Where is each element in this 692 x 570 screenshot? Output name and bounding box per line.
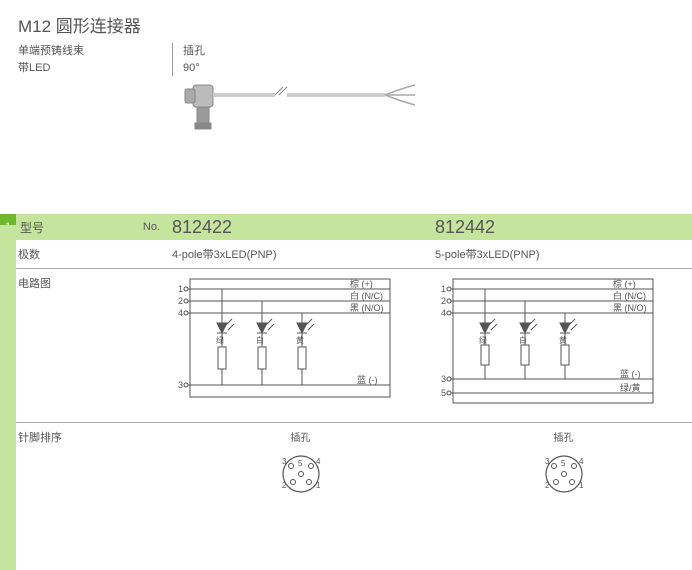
svg-text:黑 (N/O): 黑 (N/O) xyxy=(350,303,384,313)
subtitle-right-1: 插孔 xyxy=(183,43,205,60)
product-image xyxy=(175,65,435,150)
circuit-diagram-2: 1 2 4 3 5 棕 (+) 白 (N/C) 黑 (N/O) 蓝 (-) 绿/… xyxy=(429,275,692,408)
circuit-row: 电路图 xyxy=(0,269,692,423)
svg-text:2: 2 xyxy=(441,296,446,306)
svg-text:黄: 黄 xyxy=(559,335,567,345)
poles-value-1: 4-pole带3xLED(PNP) xyxy=(166,246,429,262)
svg-text:棕 (+): 棕 (+) xyxy=(613,278,636,289)
subtitle-left-1: 单端预铸线束 xyxy=(18,43,162,60)
svg-text:2: 2 xyxy=(545,481,550,490)
svg-text:5: 5 xyxy=(561,459,566,468)
svg-text:2: 2 xyxy=(282,481,287,490)
no-label: No. xyxy=(143,221,160,233)
svg-text:绿/黄: 绿/黄 xyxy=(620,382,641,393)
pinout-row: 针脚排序 插孔 3 4 5 1 2 插孔 3 4 5 1 xyxy=(0,423,692,505)
svg-text:3: 3 xyxy=(282,457,287,466)
svg-text:白: 白 xyxy=(519,335,527,345)
svg-text:2: 2 xyxy=(178,296,183,306)
subtitle-left-2: 带LED xyxy=(18,60,162,77)
circuit-label: 电路图 xyxy=(18,275,166,408)
svg-text:蓝 (-): 蓝 (-) xyxy=(357,374,378,385)
poles-value-2: 5-pole带3xLED(PNP) xyxy=(429,246,692,262)
svg-text:3: 3 xyxy=(178,380,183,390)
svg-text:棕 (+): 棕 (+) xyxy=(350,278,373,289)
svg-text:白 (N/C): 白 (N/C) xyxy=(613,290,646,301)
model-label: 型号 xyxy=(20,219,44,236)
svg-text:绿: 绿 xyxy=(216,336,224,345)
svg-text:白: 白 xyxy=(256,335,264,345)
svg-text:蓝 (-): 蓝 (-) xyxy=(620,368,641,379)
poles-label: 极数 xyxy=(18,246,166,262)
svg-text:5: 5 xyxy=(441,388,446,398)
svg-text:1: 1 xyxy=(316,481,321,490)
svg-text:黑 (N/O): 黑 (N/O) xyxy=(613,303,647,313)
circuit-diagram-1: 1 2 4 3 棕 (+) 白 (N/C) 黑 (N/O) 蓝 (-) 绿 白 … xyxy=(166,275,429,408)
svg-text:4: 4 xyxy=(178,308,183,318)
svg-text:黄: 黄 xyxy=(296,335,304,345)
left-stripe xyxy=(0,225,16,570)
svg-text:3: 3 xyxy=(545,457,550,466)
svg-text:绿: 绿 xyxy=(479,336,487,345)
model-value-2: 812442 xyxy=(429,217,692,238)
svg-text:1: 1 xyxy=(441,284,446,294)
svg-text:白 (N/C): 白 (N/C) xyxy=(350,290,383,301)
svg-text:4: 4 xyxy=(579,457,584,466)
svg-text:1: 1 xyxy=(178,284,183,294)
model-value-1: 812422 xyxy=(166,217,429,238)
svg-text:4: 4 xyxy=(441,308,446,318)
pinout-diagram-1: 插孔 3 4 5 1 2 xyxy=(166,429,429,499)
svg-text:1: 1 xyxy=(579,481,584,490)
svg-text:5: 5 xyxy=(298,459,303,468)
pinout-diagram-2: 插孔 3 4 5 1 2 xyxy=(429,429,692,499)
model-row: 1 型号 No. 812422 812442 xyxy=(0,214,692,240)
svg-text:3: 3 xyxy=(441,374,446,384)
pinout-label: 针脚排序 xyxy=(18,429,166,499)
page-title: M12 圆形连接器 xyxy=(18,12,674,37)
svg-text:4: 4 xyxy=(316,457,321,466)
poles-row: 极数 4-pole带3xLED(PNP) 5-pole带3xLED(PNP) xyxy=(0,240,692,269)
